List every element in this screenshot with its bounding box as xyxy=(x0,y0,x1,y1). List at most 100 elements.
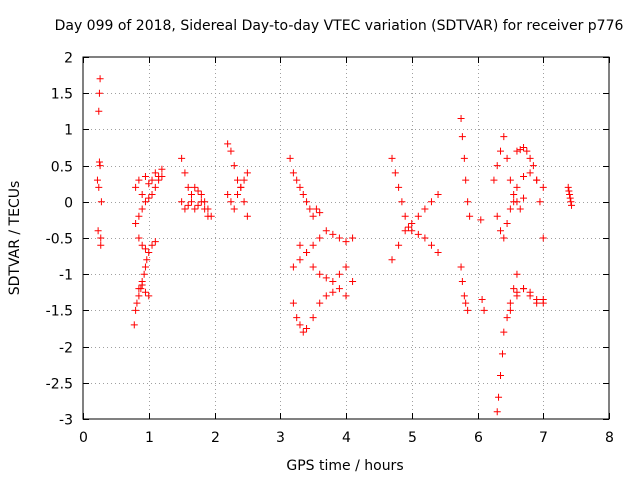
data-point xyxy=(158,172,166,180)
data-point xyxy=(95,183,103,191)
series-s7 xyxy=(135,281,153,300)
data-point xyxy=(138,241,146,249)
data-point xyxy=(510,285,518,293)
y-tick-label: 2 xyxy=(64,51,73,67)
x-tick-label: 2 xyxy=(211,430,220,446)
data-point xyxy=(457,263,465,271)
series-s22 xyxy=(493,169,547,242)
data-point xyxy=(533,176,541,184)
data-point xyxy=(289,299,297,307)
data-point xyxy=(240,176,248,184)
data-point xyxy=(462,299,470,307)
data-point xyxy=(566,191,574,199)
data-point xyxy=(500,234,508,242)
series-s6 xyxy=(135,234,159,256)
data-point xyxy=(497,147,505,155)
data-point xyxy=(408,227,416,235)
data-point xyxy=(398,198,406,206)
data-point xyxy=(135,292,143,300)
data-point xyxy=(565,187,573,195)
data-point xyxy=(457,115,465,123)
series-s20 xyxy=(477,216,488,314)
data-point xyxy=(401,212,409,220)
data-point xyxy=(194,187,202,195)
data-point xyxy=(286,154,294,162)
data-point xyxy=(513,288,521,296)
series-s9 xyxy=(178,183,212,220)
data-point xyxy=(95,107,103,115)
data-point xyxy=(293,176,301,184)
data-point xyxy=(322,274,330,282)
data-point xyxy=(421,234,429,242)
data-point xyxy=(395,241,403,249)
series-s3 xyxy=(132,165,166,199)
series-s11 xyxy=(224,176,251,220)
data-point xyxy=(145,292,153,300)
grid-lines xyxy=(83,57,609,419)
series-s1 xyxy=(93,75,105,249)
series-s27 xyxy=(564,183,576,209)
data-point xyxy=(133,299,141,307)
data-point xyxy=(135,285,143,293)
data-point xyxy=(227,198,235,206)
data-point xyxy=(495,393,503,401)
series-s5 xyxy=(130,256,151,329)
x-tick-label: 3 xyxy=(276,430,285,446)
data-point xyxy=(493,408,501,416)
data-point xyxy=(329,230,337,238)
data-point xyxy=(395,183,403,191)
data-point xyxy=(141,198,149,206)
data-point xyxy=(503,314,511,322)
data-point xyxy=(520,285,528,293)
data-point xyxy=(237,183,245,191)
y-tick-label: -2 xyxy=(59,341,73,357)
data-point xyxy=(312,205,320,213)
data-point xyxy=(306,205,314,213)
data-point xyxy=(539,234,547,242)
data-point xyxy=(145,194,153,202)
data-point xyxy=(329,288,337,296)
data-point xyxy=(506,299,514,307)
data-point xyxy=(97,241,105,249)
data-point xyxy=(316,270,324,278)
data-point xyxy=(342,292,350,300)
data-point xyxy=(97,198,105,206)
series-s26 xyxy=(513,285,547,307)
data-point xyxy=(421,205,429,213)
data-point xyxy=(335,234,343,242)
data-point xyxy=(230,162,238,170)
y-tick-label: -1.5 xyxy=(46,304,73,320)
y-tick-label: -1 xyxy=(59,268,73,284)
x-tick-label: 1 xyxy=(145,430,154,446)
data-point xyxy=(322,227,330,235)
axis-ticks xyxy=(83,57,610,420)
data-point xyxy=(526,169,534,177)
data-point xyxy=(94,227,102,235)
data-point xyxy=(498,350,506,358)
data-point xyxy=(493,162,501,170)
data-point xyxy=(197,198,205,206)
data-point xyxy=(490,176,498,184)
data-point xyxy=(201,205,209,213)
x-tick-label: 7 xyxy=(539,430,548,446)
data-point xyxy=(516,205,524,213)
data-point xyxy=(243,212,251,220)
data-point xyxy=(148,191,156,199)
data-point xyxy=(95,89,103,97)
data-point xyxy=(145,248,153,256)
data-point xyxy=(458,277,466,285)
data-point xyxy=(335,270,343,278)
data-point xyxy=(568,201,576,209)
data-point xyxy=(148,176,156,184)
data-point xyxy=(132,306,140,314)
series-s4 xyxy=(132,172,166,228)
data-point xyxy=(140,270,148,278)
data-point xyxy=(506,306,514,314)
data-point xyxy=(539,299,547,307)
data-point xyxy=(309,314,317,322)
data-point xyxy=(500,133,508,141)
data-point xyxy=(414,230,422,238)
data-point xyxy=(520,172,528,180)
data-point xyxy=(227,147,235,155)
